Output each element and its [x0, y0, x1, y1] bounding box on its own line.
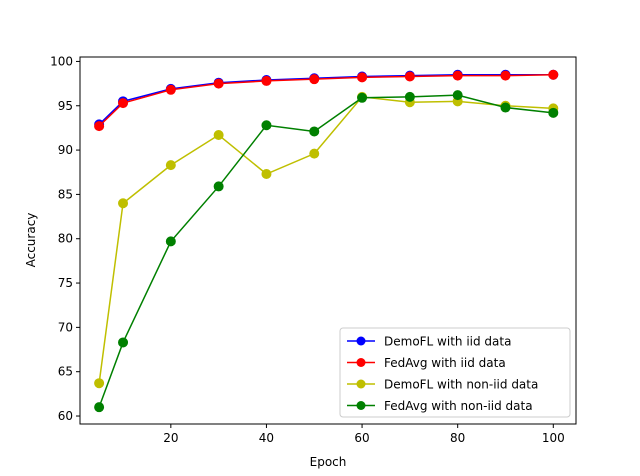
series-4: [94, 90, 559, 413]
y-tick-label: 65: [58, 365, 73, 379]
legend-box: [339, 327, 571, 418]
data-point: [213, 130, 224, 141]
data-point: [452, 70, 463, 81]
y-tick-label: 90: [58, 143, 73, 157]
data-point: [94, 121, 105, 132]
data-point: [309, 74, 320, 85]
y-axis-ticks: 60 65 70 75 80 85 90 95 100: [50, 54, 80, 423]
x-tick-label: 20: [163, 431, 178, 445]
legend-marker: [356, 336, 366, 346]
y-axis-label: Accuracy: [24, 213, 38, 268]
data-point: [309, 126, 320, 137]
data-point: [94, 402, 105, 413]
x-axis-label: Epoch: [310, 455, 347, 469]
data-point: [118, 198, 129, 209]
y-tick-label: 70: [58, 320, 73, 334]
y-tick-label: 80: [58, 232, 73, 246]
data-point: [404, 91, 415, 102]
x-tick-label: 80: [450, 431, 465, 445]
data-point: [261, 120, 272, 131]
legend-label: FedAvg with iid data: [384, 356, 506, 370]
data-point: [357, 72, 368, 83]
legend-label: DemoFL with non-iid data: [384, 378, 538, 392]
data-point: [309, 148, 320, 159]
data-point: [118, 337, 129, 348]
data-point: [357, 92, 368, 103]
x-axis-ticks: 20 40 60 80 100: [163, 424, 565, 445]
legend-marker: [356, 401, 366, 410]
data-point: [261, 169, 272, 180]
data-point: [261, 75, 272, 86]
data-point: [548, 107, 559, 118]
y-tick-label: 75: [58, 276, 73, 290]
y-tick-label: 60: [58, 409, 73, 423]
legend-marker: [356, 379, 366, 389]
legend-label: FedAvg with non-iid data: [384, 399, 533, 413]
data-point: [165, 160, 176, 171]
data-point: [548, 69, 559, 80]
data-point: [213, 181, 224, 192]
data-point: [165, 84, 176, 95]
legend: DemoFL with iid data FedAvg with iid data…: [339, 327, 571, 418]
legend-marker: [356, 358, 366, 367]
data-point: [452, 90, 463, 101]
legend-label: DemoFL with iid data: [384, 335, 511, 349]
series-layer: [94, 69, 559, 413]
y-tick-label: 85: [58, 187, 73, 201]
y-tick-label: 100: [50, 54, 73, 68]
x-tick-label: 40: [259, 431, 274, 445]
x-tick-label: 100: [542, 431, 565, 445]
data-point: [404, 71, 415, 82]
x-tick-label: 60: [354, 431, 369, 445]
plot-frame: [79, 56, 577, 425]
data-point: [165, 236, 176, 247]
data-point: [213, 78, 224, 89]
data-point: [118, 98, 129, 109]
series-2: [94, 69, 559, 132]
y-tick-label: 95: [58, 99, 73, 113]
data-point: [500, 70, 511, 81]
data-point: [500, 102, 511, 113]
data-point: [94, 378, 105, 389]
